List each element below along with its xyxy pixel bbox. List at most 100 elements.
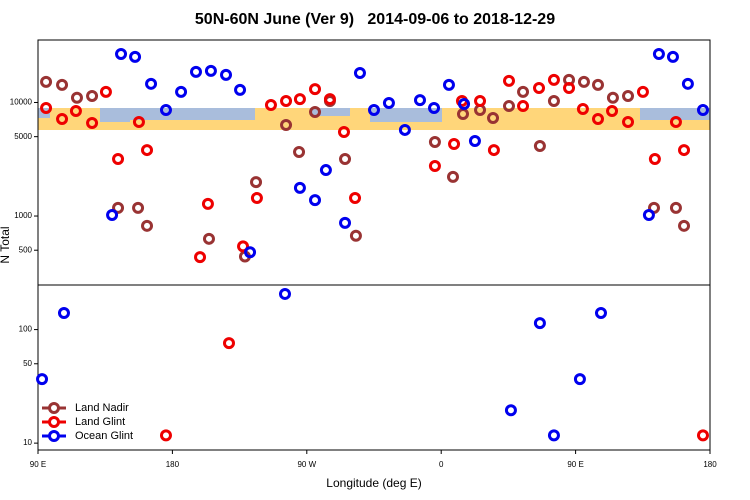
point	[576, 102, 589, 115]
legend-marker	[48, 430, 60, 442]
point	[145, 77, 158, 90]
point	[115, 48, 128, 61]
x-tick-label: 90 W	[297, 460, 316, 469]
point	[349, 192, 362, 205]
y-tick-label: 5000	[14, 132, 32, 141]
x-tick-label: 90 E	[30, 460, 46, 469]
point	[636, 85, 649, 98]
point	[349, 229, 362, 242]
point	[398, 123, 411, 136]
point	[606, 105, 619, 118]
point	[337, 125, 350, 138]
point	[487, 111, 500, 124]
point	[669, 116, 682, 129]
point	[244, 246, 257, 259]
point	[86, 90, 99, 103]
point	[250, 176, 263, 189]
x-tick-label: 180	[166, 460, 180, 469]
point	[280, 118, 293, 131]
point	[234, 83, 247, 96]
point	[428, 159, 441, 172]
point	[413, 94, 426, 107]
point	[517, 100, 530, 113]
point	[669, 201, 682, 214]
point	[69, 105, 82, 118]
chart-title: 50N-60N June (Ver 9) 2014-09-06 to 2018-…	[195, 11, 555, 28]
point	[57, 306, 70, 319]
series-1	[40, 73, 709, 442]
point	[448, 137, 461, 150]
point	[222, 337, 235, 350]
point	[323, 93, 336, 106]
point	[204, 64, 217, 77]
point	[189, 65, 202, 78]
point	[642, 209, 655, 222]
point	[86, 117, 99, 130]
point	[132, 116, 145, 129]
point	[547, 429, 560, 442]
point	[533, 139, 546, 152]
ocean-patch	[310, 108, 350, 116]
point	[278, 287, 291, 300]
point	[681, 77, 694, 90]
point	[175, 85, 188, 98]
plot-frame	[37, 39, 711, 451]
point	[293, 93, 306, 106]
point	[678, 219, 691, 232]
point	[517, 85, 530, 98]
point	[264, 99, 277, 112]
point	[446, 170, 459, 183]
point	[606, 91, 619, 104]
legend-marker	[48, 402, 60, 414]
y-tick-label: 50	[23, 359, 32, 368]
point	[141, 144, 154, 157]
point	[129, 50, 142, 63]
y-tick-label: 500	[19, 245, 33, 254]
legend-label: Land Nadir	[75, 402, 129, 414]
point	[112, 152, 125, 165]
point	[504, 404, 517, 417]
point	[622, 116, 635, 129]
point	[194, 251, 207, 264]
point	[547, 95, 560, 108]
point	[533, 317, 546, 330]
point	[382, 96, 395, 109]
point	[56, 78, 69, 91]
map-strip	[38, 108, 710, 130]
y-tick-label: 1000	[14, 211, 32, 220]
point	[533, 82, 546, 95]
point	[487, 144, 500, 157]
point	[159, 429, 172, 442]
y-tick-label: 10000	[10, 98, 33, 107]
point	[592, 78, 604, 91]
point	[442, 78, 455, 91]
point	[70, 91, 83, 104]
point	[106, 209, 119, 222]
point	[428, 101, 441, 114]
point	[622, 90, 635, 103]
y-tick-label: 100	[19, 325, 33, 334]
point	[201, 197, 214, 210]
point	[696, 429, 709, 442]
point	[592, 112, 604, 125]
point	[368, 103, 380, 116]
x-axis-label: Longitude (deg E)	[326, 476, 421, 490]
point	[309, 194, 322, 207]
point	[309, 106, 322, 119]
point	[40, 75, 53, 88]
legend-label: Land Glint	[75, 416, 125, 428]
legend-marker	[48, 416, 60, 428]
y-tick-label: 10	[23, 438, 32, 447]
point	[594, 306, 607, 319]
y-axis-label: N Total	[0, 226, 12, 263]
point	[202, 232, 215, 245]
point	[309, 83, 322, 96]
point	[40, 101, 53, 114]
point	[339, 152, 352, 165]
point	[563, 82, 576, 95]
point	[141, 219, 154, 232]
point	[293, 146, 306, 159]
point	[339, 216, 352, 229]
